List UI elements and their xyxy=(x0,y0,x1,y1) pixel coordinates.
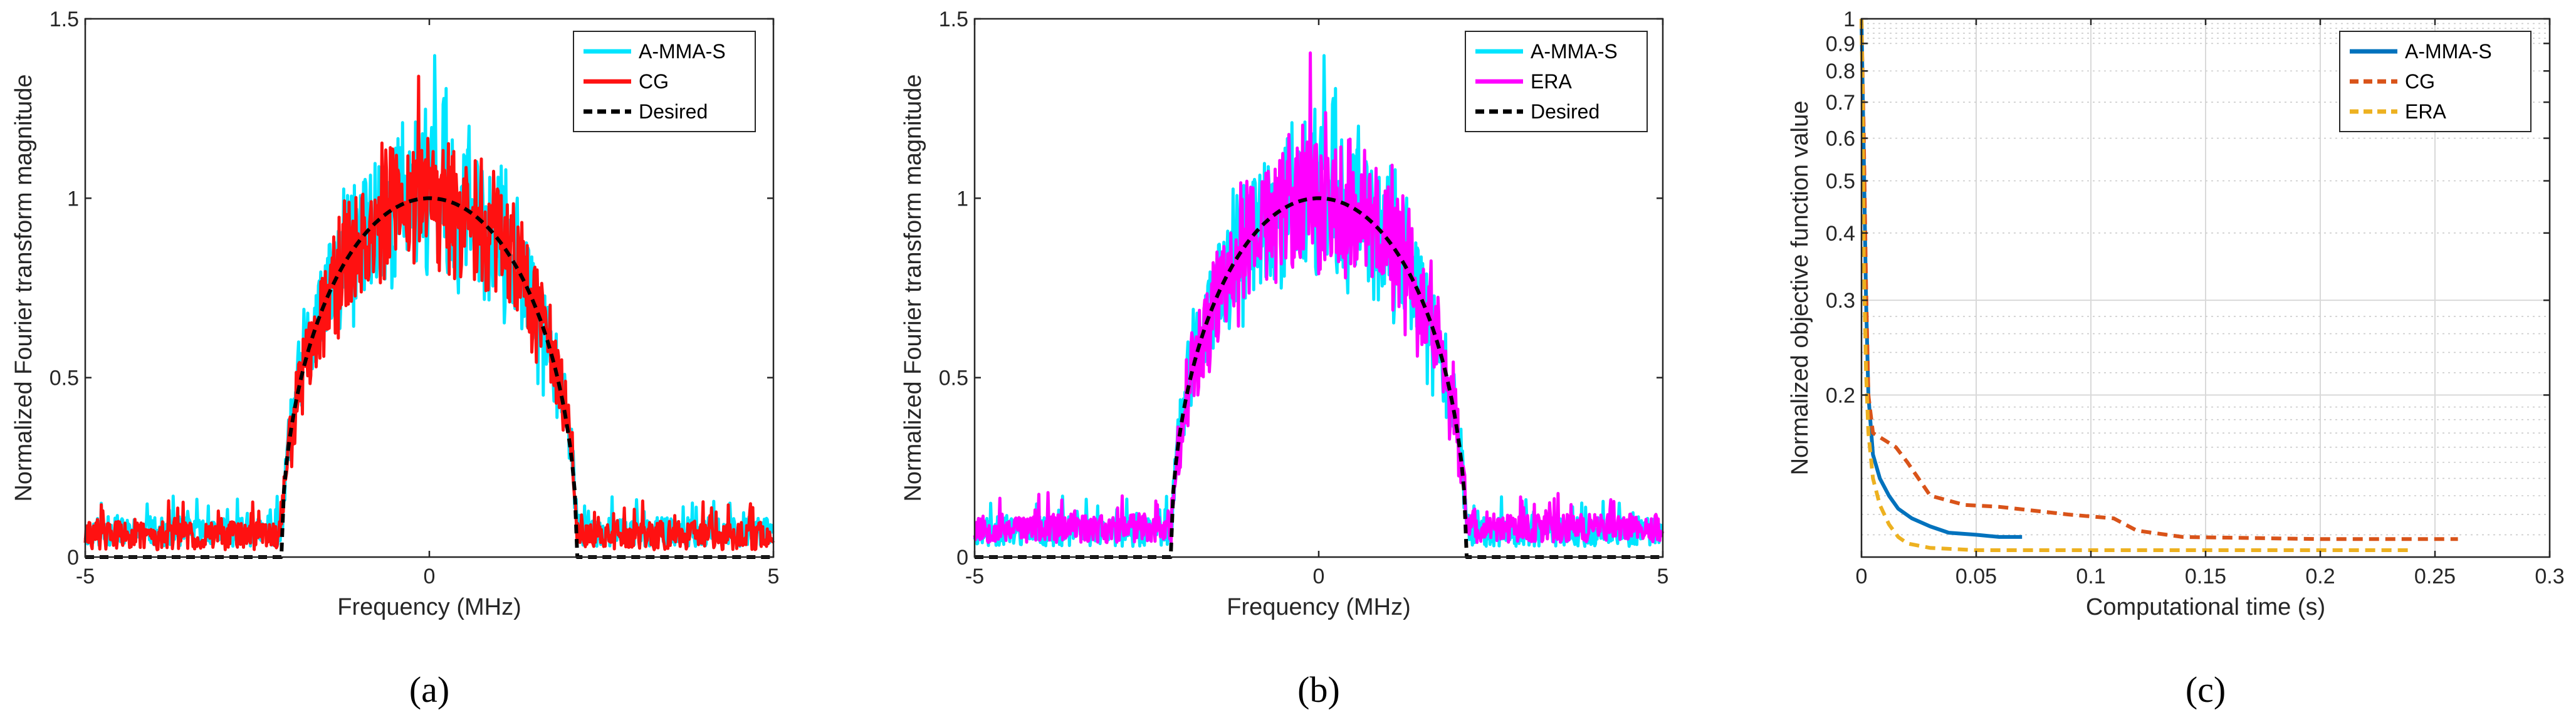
y-axis: 0 0.5 1 1.5 xyxy=(50,8,773,570)
y-tick-label: 1.5 xyxy=(50,8,79,31)
x-tick-label: 0 xyxy=(424,565,436,588)
series-line-era xyxy=(1860,18,2412,552)
x-tick-label: 0.25 xyxy=(2414,565,2456,588)
legend-label: ERA xyxy=(1531,70,1572,93)
y-axis-label: Normalized Fourier transform magnitude xyxy=(11,74,37,501)
series-line-a-mma-s xyxy=(1860,18,2023,539)
legend-label: Desired xyxy=(639,100,708,123)
y-axis: 0.2 0.3 0.4 0.5 0.6 0.7 0.8 0.91 xyxy=(1826,8,2550,407)
x-axis: 0 0.05 0.1 0.15 0.2 0.25 0.3 xyxy=(1856,19,2565,588)
series-line-desired xyxy=(975,196,1663,559)
series-lines xyxy=(1860,18,2458,552)
y-tick-label: 1 xyxy=(67,187,79,211)
chart-panel-c: 0 0.05 0.1 0.15 0.2 0.25 0.3 0.2 0.3 0.4 0.5 0.6 0.7… xyxy=(1787,8,2565,710)
y-tick-label: 0 xyxy=(956,546,968,570)
x-tick-label: 0.2 xyxy=(2305,565,2335,588)
x-tick-label: 0.3 xyxy=(2535,565,2564,588)
legend: A-MMA-S CG ERA xyxy=(2339,31,2531,132)
series-lines xyxy=(973,51,1665,559)
y-tick-label: 0.7 xyxy=(1826,91,1855,115)
legend-label: A-MMA-S xyxy=(2405,40,2492,63)
x-axis: -5 0 5 xyxy=(76,19,780,588)
x-tick-label: -5 xyxy=(76,565,95,588)
series-line-desired xyxy=(85,196,773,559)
panel-caption: (a) xyxy=(409,669,449,710)
panel-caption: (c) xyxy=(2186,669,2226,710)
x-tick-label: 0.1 xyxy=(2076,565,2105,588)
x-tick-label: -5 xyxy=(965,565,984,588)
y-tick-label: 1.5 xyxy=(939,8,968,31)
y-tick-label: 0.8 xyxy=(1826,60,1855,83)
legend-label: ERA xyxy=(2405,100,2446,123)
y-axis-label: Normalized objective function value xyxy=(1787,101,1813,476)
y-tick-label: 0.5 xyxy=(939,367,968,390)
x-tick-label: 0.15 xyxy=(2185,565,2226,588)
series-line-era xyxy=(973,51,1665,545)
legend-label: CG xyxy=(639,70,669,93)
legend-box xyxy=(2339,31,2531,132)
x-axis-label: Frequency (MHz) xyxy=(337,594,521,620)
y-tick-label: 1 xyxy=(1843,8,1855,31)
x-tick-label: 0 xyxy=(1856,565,1868,588)
legend-label: A-MMA-S xyxy=(1531,40,1618,63)
y-tick-label: 0.4 xyxy=(1826,222,1855,246)
y-tick-label: 0.3 xyxy=(1826,289,1855,313)
legend: A-MMA-S ERA Desired xyxy=(1465,31,1648,132)
x-axis-label: Frequency (MHz) xyxy=(1227,594,1411,620)
y-tick-label: 0.9 xyxy=(1826,32,1855,56)
y-tick-label: 0.5 xyxy=(50,367,79,390)
legend-label: Desired xyxy=(1531,100,1600,123)
y-tick-label: 1 xyxy=(956,187,968,211)
x-tick-label: 5 xyxy=(1657,565,1669,588)
x-tick-label: 5 xyxy=(768,565,780,588)
y-tick-label: 0 xyxy=(67,546,79,570)
y-tick-label: 0.6 xyxy=(1826,127,1855,151)
y-axis-label: Normalized Fourier transform magnitude xyxy=(900,74,926,501)
series-lines xyxy=(83,54,775,559)
panel-caption: (b) xyxy=(1297,669,1340,710)
x-axis: -5 0 5 xyxy=(965,19,1669,588)
legend: A-MMA-S CG Desired xyxy=(573,31,756,132)
series-line-cg xyxy=(83,75,775,551)
legend-label: A-MMA-S xyxy=(639,40,726,63)
y-tick-label: 0.5 xyxy=(1826,170,1855,194)
x-tick-label: 0 xyxy=(1313,565,1325,588)
y-axis: 0 0.5 1 1.5 xyxy=(939,8,1663,570)
x-tick-label: 0.05 xyxy=(1956,565,1997,588)
x-axis-label: Computational time (s) xyxy=(2086,594,2325,620)
y-tick-label: 0.2 xyxy=(1826,383,1855,407)
legend-label: CG xyxy=(2405,70,2435,93)
